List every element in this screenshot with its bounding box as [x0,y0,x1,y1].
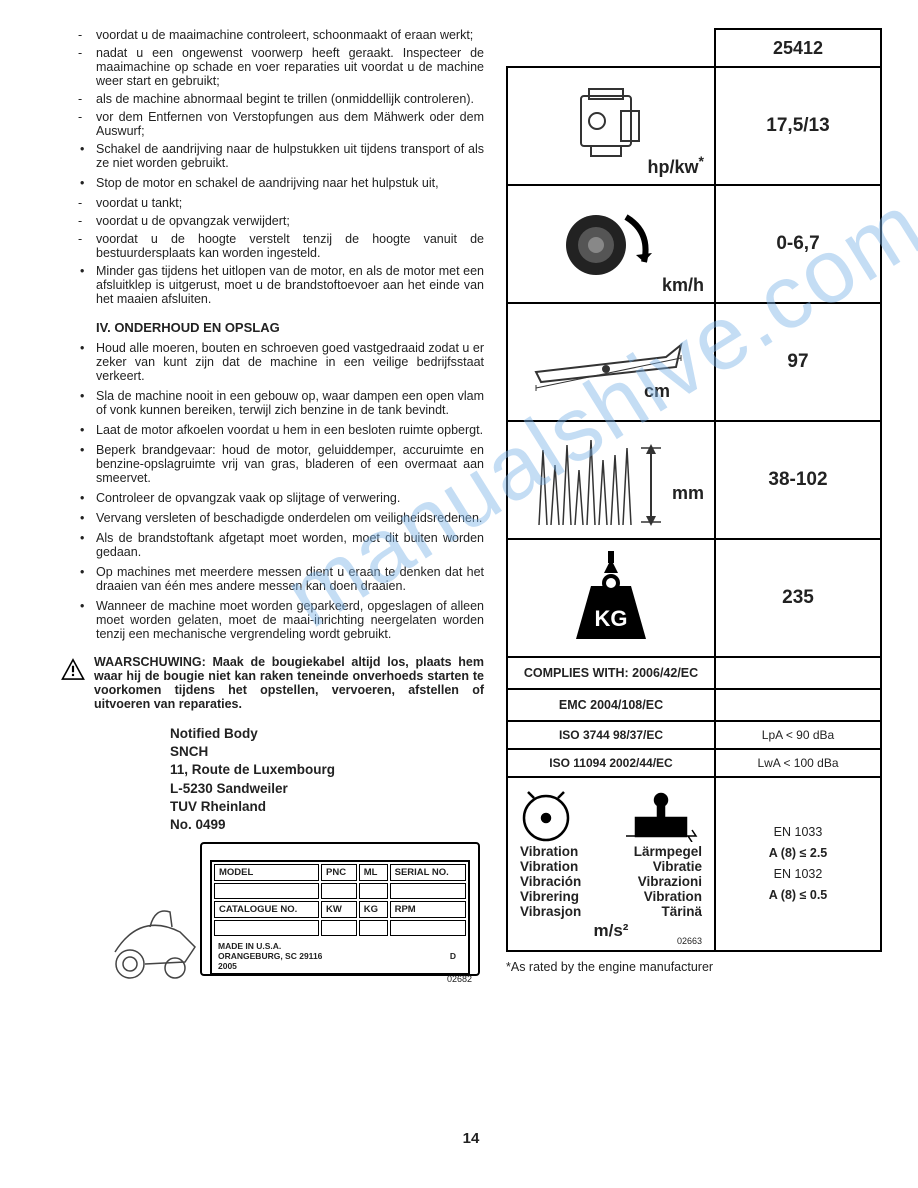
bullet: Op machines met meerdere messen dient u … [82,565,484,593]
bullet: Als de brandstoftank afgetapt moet worde… [82,531,484,559]
warning-icon [60,657,86,681]
height-value: 38-102 [715,421,881,539]
engine-icon-cell: hp/kw* [507,67,715,185]
bullet: Houd alle moeren, bouten en schroeven go… [82,341,484,383]
left-column: voordat u de maaimachine controleert, sc… [60,28,488,1108]
en-standards-cell: EN 1033 A (8) ≤ 2.5 EN 1032 A (8) ≤ 0.5 [715,777,881,951]
complies-row: COMPLIES WITH: 2006/42/EC [507,657,715,689]
notified-body: Notified Body SNCH 11, Route de Luxembou… [170,725,484,834]
bullet: Minder gas tijdens het uitlopen van de m… [82,264,484,306]
bullet: Beperk brandgevaar: houd de motor, gelui… [82,443,484,485]
sub-item: voordat u de maaimachine controleert, sc… [88,28,484,42]
footnote: *As rated by the engine manufacturer [506,960,882,974]
mower-icon [100,892,220,982]
warning-text: WAARSCHUWING: Maak de bougiekabel altijd… [94,655,484,711]
label-code: 02682 [447,974,472,984]
bullet: Sla de machine nooit in een gebouw op, w… [82,389,484,417]
vibration-cell: VibrationLärmpegel VibrationVibratie Vib… [507,777,715,951]
sub-item: voordat u tankt; [88,196,484,210]
sub-item: als de machine abnormaal begint te trill… [88,92,484,106]
model-number: 25412 [715,29,881,67]
product-label: MODELPNCMLSERIAL NO. CATALOGUE NO.KWKGRP… [100,842,484,982]
warning-box: WAARSCHUWING: Maak de bougiekabel altijd… [60,655,484,711]
bullet: Vervang versleten of beschadigde onderde… [82,511,484,525]
spec-table-column: 25412 hp/kw* 17,5/13 km/h 0-6,7 cm [506,28,882,1108]
bullet: Controleer de opvangzak vaak op slijtage… [82,491,484,505]
sub-item: voordat u de opvangzak verwijdert; [88,214,484,228]
sub-item: vor dem Entfernen von Verstopfungen aus … [88,110,484,138]
weight-icon-cell: KG [507,539,715,657]
blade-value: 97 [715,303,881,421]
hp-value: 17,5/13 [715,67,881,185]
emc-row: EMC 2004/108/EC [507,689,715,721]
spec-table: 25412 hp/kw* 17,5/13 km/h 0-6,7 cm [506,28,882,952]
speed-icon-cell: km/h [507,185,715,303]
height-icon-cell: mm [507,421,715,539]
blade-icon-cell: cm [507,303,715,421]
bullet: Laat de motor afkoelen voordat u hem in … [82,423,484,437]
speed-value: 0-6,7 [715,185,881,303]
sub-item: nadat u een ongewenst voorwerp heeft ger… [88,46,484,88]
svg-text:KG: KG [595,606,628,631]
section-heading: IV. ONDERHOUD EN OPSLAG [96,320,484,335]
weight-value: 235 [715,539,881,657]
page-number: 14 [60,1130,882,1147]
bullet: Wanneer de machine moet worden geparkeer… [82,599,484,641]
bullet: Schakel de aandrijving naar de hulpstukk… [82,142,484,170]
sub-item: voordat u de hoogte verstelt tenzij de h… [88,232,484,260]
bullet: Stop de motor en schakel de aandrijving … [82,176,484,190]
